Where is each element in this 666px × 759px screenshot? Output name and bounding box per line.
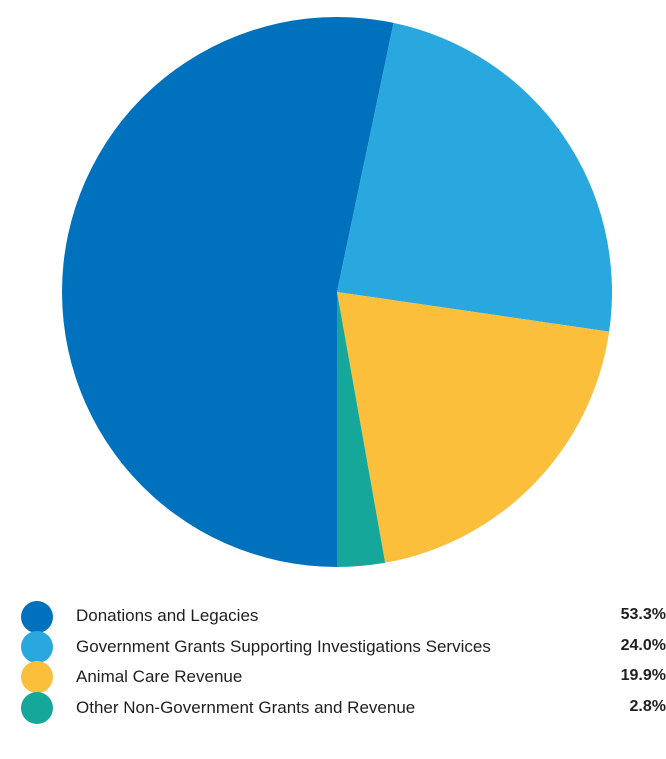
- legend-swatch: [21, 692, 53, 724]
- pie-slice: [337, 22, 612, 332]
- legend-value: 2.8%: [629, 698, 666, 715]
- pie-slice: [337, 292, 386, 567]
- legend-swatch: [21, 661, 53, 693]
- pie-slice: [61, 16, 394, 568]
- legend-item: Donations and Legacies 53.3%: [0, 600, 666, 633]
- legend-label: Other Non-Government Grants and Revenue: [76, 698, 416, 717]
- legend-item: Animal Care Revenue 19.9%: [0, 661, 666, 693]
- legend-value: 24.0%: [620, 637, 666, 654]
- legend-label: Animal Care Revenue: [76, 667, 243, 686]
- pie-chart: [61, 16, 612, 568]
- legend-value: 53.3%: [620, 606, 666, 623]
- pie-slice: [337, 292, 610, 563]
- legend-label: Donations and Legacies: [76, 606, 259, 625]
- legend-item: Other Non-Government Grants and Revenue …: [0, 692, 666, 724]
- legend-value: 19.9%: [620, 667, 666, 684]
- legend-label: Government Grants Supporting Investigati…: [76, 637, 491, 656]
- legend-item: Government Grants Supporting Investigati…: [0, 631, 666, 663]
- legend-swatch: [21, 631, 53, 663]
- legend-swatch: [21, 601, 53, 633]
- chart-legend: Donations and Legacies 53.3% Government …: [0, 600, 666, 759]
